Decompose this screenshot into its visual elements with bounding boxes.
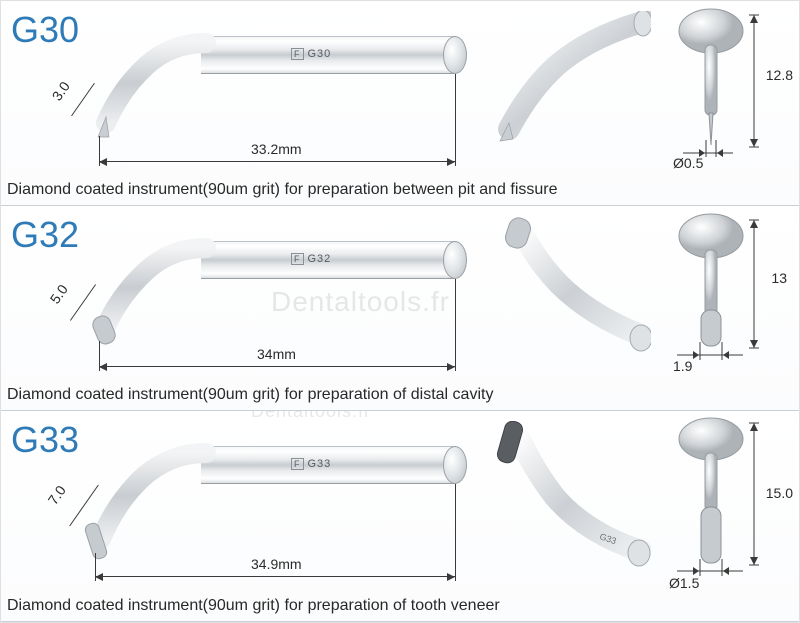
- perspective-svg: G33: [481, 421, 651, 576]
- dim-tick: [455, 484, 456, 581]
- perspective-view-g33: G33: [481, 421, 651, 566]
- head-view-g30: 12.8 Ø0.5: [663, 5, 793, 180]
- perspective-view-g32: [481, 216, 651, 361]
- length-dim-line: [99, 366, 455, 367]
- model-label: G30: [11, 9, 79, 51]
- side-view-g32: FG32 34mm 5.0: [91, 216, 461, 361]
- side-view-g30: FG30 33.2mm 3.0: [91, 11, 461, 156]
- dim-tick: [455, 74, 456, 166]
- model-label: G33: [11, 419, 79, 461]
- length-dim-line: [95, 576, 455, 577]
- head-view-g32: 13 1.9: [663, 210, 793, 385]
- perspective-view-g30: [481, 11, 651, 156]
- shank-text: FG30: [291, 48, 331, 60]
- neck-svg: [91, 421, 461, 576]
- length-label: 34.9mm: [251, 556, 302, 572]
- product-row-g30: G30 FG30 33.2mm 3.0: [1, 1, 799, 206]
- head-view-g33: 15.0 Ø1.5: [663, 415, 793, 590]
- perspective-svg: [481, 216, 651, 361]
- tip-size-label: 5.0: [47, 281, 71, 306]
- description: Diamond coated instrument(90um grit) for…: [7, 597, 500, 615]
- head-diameter-label: Ø0.5: [673, 155, 703, 171]
- head-height-label: 13: [771, 270, 787, 286]
- length-dim-line: [99, 161, 455, 162]
- head-diameter-label: Ø1.5: [669, 575, 699, 591]
- head-svg: [663, 5, 793, 180]
- description: Diamond coated instrument(90um grit) for…: [7, 181, 558, 199]
- head-height-label: 12.8: [766, 67, 793, 83]
- neck-svg: [91, 11, 461, 156]
- product-row-g33: G33 Dentaltools.fr FG33 34.9mm 7.0 G33: [1, 411, 799, 622]
- shank-text: FG32: [291, 253, 331, 265]
- perspective-svg: [481, 11, 651, 156]
- head-height-label: 15.0: [766, 485, 793, 501]
- neck-svg: [91, 216, 461, 361]
- length-label: 33.2mm: [251, 141, 302, 157]
- length-label: 34mm: [257, 346, 296, 362]
- tip-size-label: 7.0: [45, 482, 69, 507]
- product-row-g32: G32 Dentaltools.fr FG32 34mm 5.0: [1, 206, 799, 411]
- shank-text: FG33: [291, 458, 331, 470]
- head-svg: [663, 415, 793, 600]
- head-diameter-label: 1.9: [673, 358, 692, 374]
- description: Diamond coated instrument(90um grit) for…: [7, 386, 493, 404]
- tip-size-label: 3.0: [49, 78, 73, 103]
- model-label: G32: [11, 214, 79, 256]
- side-view-g33: FG33 34.9mm 7.0: [91, 421, 461, 566]
- dim-tick: [455, 279, 456, 371]
